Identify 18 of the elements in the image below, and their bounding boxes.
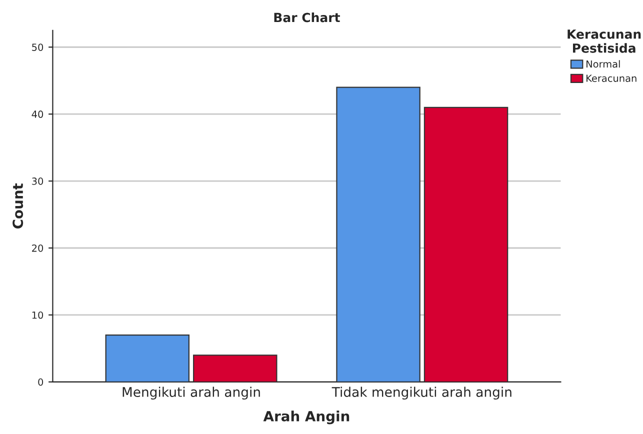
y-tick-label: 10 [32, 311, 44, 319]
y-tick-label: 30 [32, 178, 44, 185]
chart-title: Bar Chart [274, 12, 340, 22]
legend-title: Keracunan Pestisida [568, 30, 641, 53]
y-tick-label: 20 [32, 244, 44, 252]
bar [193, 354, 278, 382]
bar [336, 86, 420, 382]
bar [105, 334, 190, 382]
y-tick-label: 40 [32, 110, 44, 118]
y-tick-label: 50 [32, 44, 44, 51]
x-tick-label: Mengikuti arah angin [122, 386, 260, 400]
bar [424, 106, 508, 382]
y-tick-label: 0 [38, 378, 44, 386]
x-axis-title: Arah Angin [263, 410, 350, 424]
x-tick-label: Tidak mengikuti arah angin [332, 386, 512, 400]
legend-label: Normal [586, 60, 620, 68]
y-axis-title: Count [12, 183, 24, 229]
legend-label: Keracunan [586, 74, 636, 82]
